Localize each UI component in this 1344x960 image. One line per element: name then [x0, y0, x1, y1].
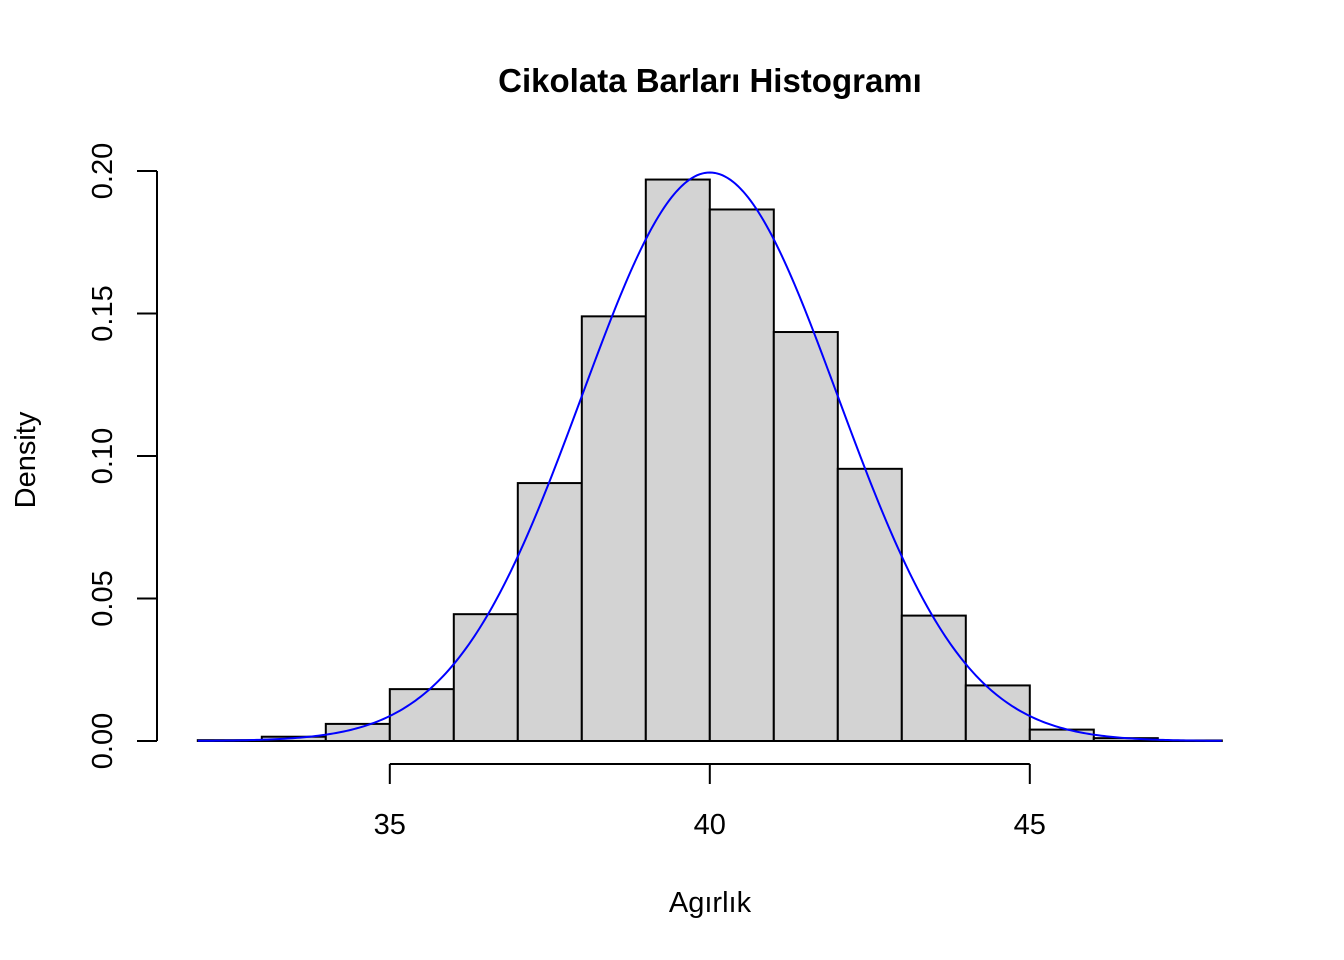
histogram-bar-13	[1028, 728, 1095, 742]
histogram-bar-7	[644, 178, 711, 743]
y-tick-label-0: 0.00	[87, 713, 119, 769]
histogram-bar-8	[708, 208, 775, 743]
y-tick-label-2: 0.10	[87, 428, 119, 484]
x-tick-label-2: 45	[1014, 809, 1046, 841]
histogram-bar-4	[452, 613, 519, 742]
chart-title: Cikolata Barları Histogramı	[498, 62, 922, 99]
x-axis-label: Agırlık	[669, 887, 752, 919]
x-axis: 35 40 45	[374, 763, 1046, 841]
x-tick-label-1: 40	[694, 809, 726, 841]
histogram-bar-6	[580, 315, 647, 742]
y-axis-label: Density	[10, 411, 42, 508]
histogram-bar-9	[772, 331, 839, 742]
histogram-bars	[196, 178, 1223, 743]
histogram-bar-5	[516, 482, 583, 742]
density-curve	[197, 171, 1222, 742]
histogram-bar-12	[964, 684, 1031, 742]
y-axis: 0.00 0.05 0.10 0.15 0.20	[87, 143, 158, 769]
x-tick-label-0: 35	[374, 809, 406, 841]
y-tick-label-3: 0.15	[87, 285, 119, 341]
histogram-bar-11	[900, 614, 967, 742]
histogram-bar-10	[836, 467, 903, 742]
y-tick-label-1: 0.05	[87, 570, 119, 626]
y-tick-label-4: 0.20	[87, 143, 119, 199]
